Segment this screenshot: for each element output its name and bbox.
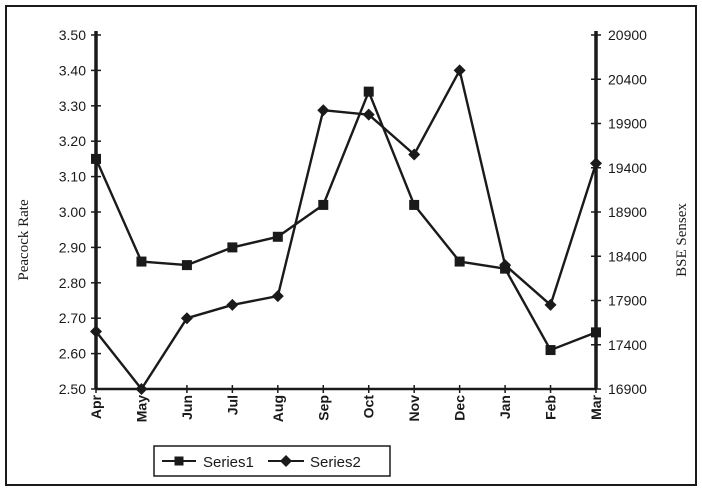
series-1-segment — [322, 90, 370, 207]
legend-label-series1: Series1 — [203, 454, 254, 471]
x-tick-label: Jan — [497, 395, 513, 419]
data-point-diamond — [135, 383, 148, 395]
series-2-segment — [322, 109, 370, 116]
data-point-square — [227, 242, 238, 253]
x-tick-label: Oct — [361, 395, 377, 419]
series-1-segment — [185, 246, 234, 267]
y2-tick-label: 20400 — [608, 71, 647, 87]
y-tick-label: 2.60 — [59, 346, 86, 362]
x-tick-label: May — [133, 395, 149, 422]
y-tick-label: 3.10 — [59, 169, 86, 185]
y-tick-label: 2.70 — [59, 310, 86, 326]
y2-tick-label: 18400 — [608, 248, 647, 264]
x-tick-label: Jul — [224, 395, 240, 415]
legend-marker-diamond — [280, 455, 292, 467]
x-tick-label: Feb — [543, 395, 559, 420]
series-2-segment — [140, 317, 189, 391]
y2-tick-label: 17900 — [608, 293, 647, 309]
series-2-segment — [549, 162, 598, 307]
series-1-segment — [412, 203, 461, 263]
x-tick-label: Aug — [270, 395, 286, 422]
series-layer — [90, 64, 602, 395]
legend-marker-square — [174, 456, 184, 466]
data-point-diamond — [180, 312, 193, 325]
series-1 — [91, 86, 601, 356]
data-point-square — [181, 260, 192, 271]
legend: Series1 Series2 — [153, 445, 391, 477]
y2-tick-label: 17400 — [608, 337, 647, 353]
series-2 — [90, 64, 602, 395]
y2-tick-label: 16900 — [608, 381, 647, 397]
data-point-diamond — [499, 259, 512, 272]
series-2-segment — [231, 294, 280, 307]
y-tick-label: 2.50 — [59, 381, 86, 397]
series-2-segment — [185, 303, 234, 320]
y-tick-label: 3.50 — [59, 27, 86, 43]
chart-frame — [5, 5, 697, 486]
data-point-diamond — [226, 298, 239, 311]
data-point-diamond — [362, 108, 375, 121]
legend-label-series2: Series2 — [310, 454, 361, 471]
y-tick-label: 3.00 — [59, 204, 86, 220]
x-tick-label: Nov — [406, 395, 422, 422]
x-tick-label: Jun — [179, 395, 195, 420]
x-tick-label: Sep — [315, 395, 331, 421]
data-point-diamond — [271, 290, 284, 303]
axes: 2.50 2.60 2.70 2.80 2.90 3.00 3.10 3.20 3.30 3.40… — [59, 27, 647, 422]
y2-tick-label: 18900 — [608, 204, 647, 220]
series-1-segment — [367, 90, 416, 207]
data-point-square — [591, 327, 601, 338]
data-point-diamond — [544, 298, 557, 311]
y2-tick-label: 20900 — [608, 27, 647, 43]
y-axis-label: Peacock Rate — [16, 199, 32, 281]
series-2-segment — [412, 69, 461, 156]
series-1-segment — [276, 203, 325, 238]
data-point-diamond — [590, 157, 602, 170]
series-1-segment — [94, 157, 143, 263]
data-point-square — [272, 231, 283, 242]
series-2-segment — [94, 330, 143, 391]
series-1-segment — [231, 235, 280, 249]
series-1-segment — [458, 260, 507, 270]
legend-entry-series1: Series1 — [162, 454, 254, 471]
data-point-square — [545, 345, 556, 356]
series-2-segment — [458, 69, 507, 267]
data-point-square — [409, 199, 420, 210]
data-point-diamond — [317, 104, 330, 117]
data-point-square — [318, 199, 329, 210]
legend-entry-series2: Series2 — [268, 454, 361, 471]
x-tick-label: Apr — [88, 394, 104, 419]
data-point-diamond — [90, 325, 102, 338]
data-point-square — [454, 256, 465, 267]
y-tick-label: 3.40 — [59, 62, 86, 78]
series-2-segment — [367, 113, 416, 156]
series-2-segment — [503, 263, 552, 307]
y2-tick-label: 19900 — [608, 116, 647, 132]
data-point-square — [136, 256, 147, 267]
y-tick-label: 3.30 — [59, 98, 86, 114]
data-point-square — [363, 86, 374, 97]
y-tick-label: 3.20 — [59, 133, 86, 149]
y-tick-label: 2.90 — [59, 239, 86, 255]
series-1-segment — [549, 331, 598, 352]
series-1-segment — [140, 260, 189, 267]
data-point-diamond — [408, 148, 421, 161]
y2-tick-label: 19400 — [608, 160, 647, 176]
y-tick-label: 2.80 — [59, 275, 86, 291]
y2-axis-label: BSE Sensex — [674, 203, 690, 277]
series-1-segment — [503, 267, 552, 352]
x-tick-label: Mar — [588, 394, 604, 419]
data-point-square — [91, 153, 101, 164]
series-2-segment — [276, 109, 325, 298]
x-tick-label: Dec — [452, 395, 468, 421]
data-point-diamond — [453, 64, 466, 77]
